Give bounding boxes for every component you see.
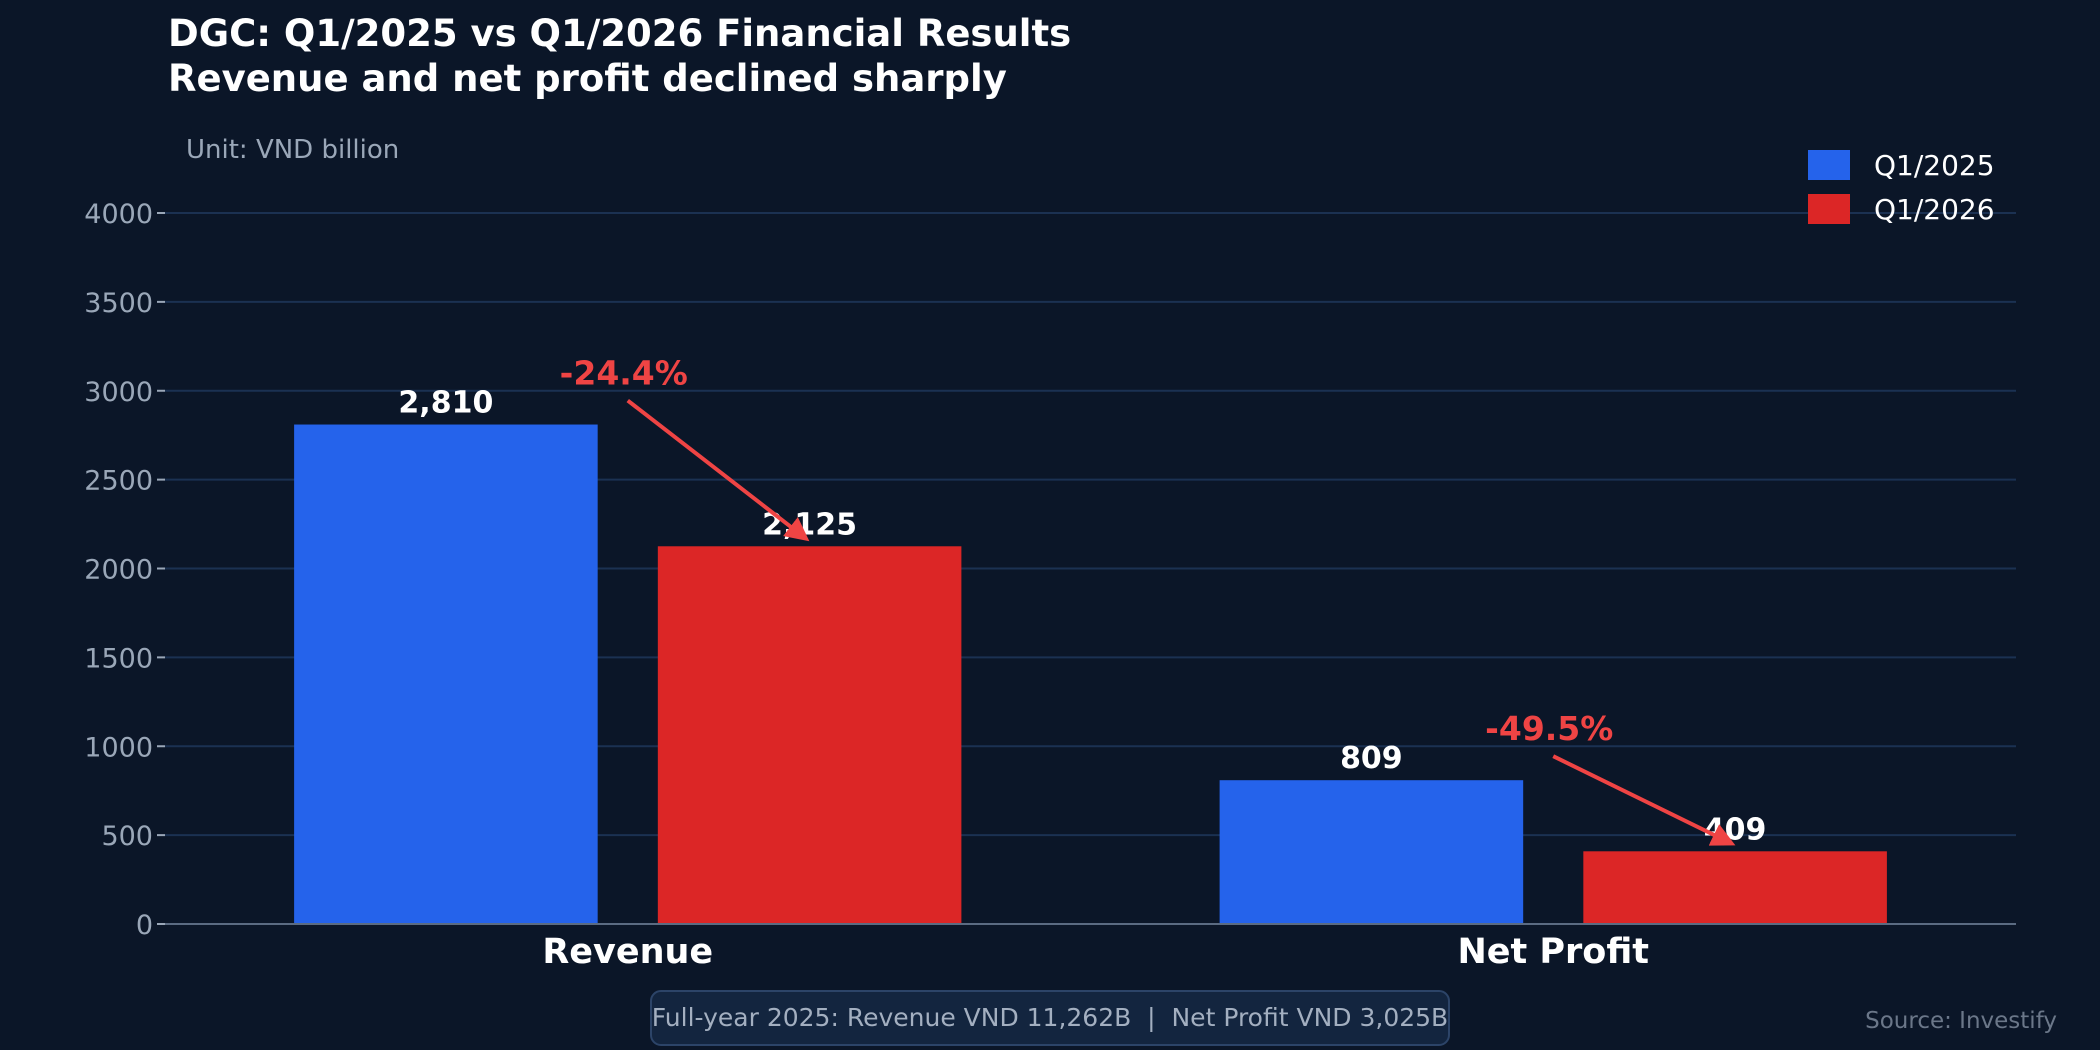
summary-note: Full-year 2025: Revenue VND 11,262B | Ne… bbox=[650, 990, 1450, 1046]
legend-label-q1-2025: Q1/2025 bbox=[1874, 149, 1995, 182]
change-arrow bbox=[626, 398, 810, 542]
chart-subtitle: Revenue and net profit declined sharply bbox=[168, 57, 1007, 100]
legend-swatch-q1-2025 bbox=[1808, 150, 1850, 180]
legend-label-q1-2026: Q1/2026 bbox=[1874, 193, 1995, 226]
source-label: Source: Investify bbox=[1865, 1008, 2057, 1034]
bar-revenue-q1-2026 bbox=[657, 546, 962, 924]
change-arrow bbox=[1552, 754, 1736, 846]
change-label: -49.5% bbox=[1485, 709, 1613, 748]
category-label: Net Profit bbox=[1457, 932, 1649, 972]
x-axis: Revenue Net Profit bbox=[542, 932, 1649, 972]
bars bbox=[294, 424, 1887, 924]
legend: Q1/2025 Q1/2026 bbox=[1808, 149, 1995, 226]
chart-title: DGC: Q1/2025 vs Q1/2026 Financial Result… bbox=[168, 12, 1071, 55]
y-tick-label: 2000 bbox=[84, 555, 153, 586]
change-label: -24.4% bbox=[560, 354, 688, 393]
change-annotations: -24.4% -49.5% bbox=[560, 354, 1736, 846]
data-label: 409 bbox=[1704, 812, 1767, 847]
y-tick-label: 0 bbox=[136, 910, 153, 941]
bar-revenue-q1-2025 bbox=[294, 424, 598, 924]
data-label: 2,810 bbox=[398, 386, 493, 421]
data-label: 2,125 bbox=[762, 507, 857, 542]
y-tick-label: 1000 bbox=[84, 732, 153, 763]
y-tick-label: 3500 bbox=[84, 288, 153, 319]
y-tick-label: 4000 bbox=[84, 199, 153, 230]
y-tick-label: 1500 bbox=[84, 643, 153, 674]
y-tick-label: 500 bbox=[101, 821, 153, 852]
summary-note-text: Full-year 2025: Revenue VND 11,262B | Ne… bbox=[652, 1003, 1448, 1032]
bar-net-profit-q1-2026 bbox=[1583, 851, 1887, 924]
unit-label: Unit: VND billion bbox=[186, 135, 399, 165]
y-axis: 0 500 1000 1500 2000 2500 3000 3500 4000 bbox=[84, 199, 165, 941]
value-labels: 2,810 2,125 809 409 bbox=[398, 386, 1766, 848]
y-tick-label: 3000 bbox=[84, 377, 153, 408]
legend-swatch-q1-2026 bbox=[1808, 194, 1850, 224]
data-label: 809 bbox=[1340, 741, 1403, 776]
y-tick-label: 2500 bbox=[84, 466, 153, 497]
summary-note-box bbox=[650, 990, 1450, 1046]
bar-net-profit-q1-2025 bbox=[1219, 780, 1524, 924]
category-label: Revenue bbox=[542, 932, 713, 972]
